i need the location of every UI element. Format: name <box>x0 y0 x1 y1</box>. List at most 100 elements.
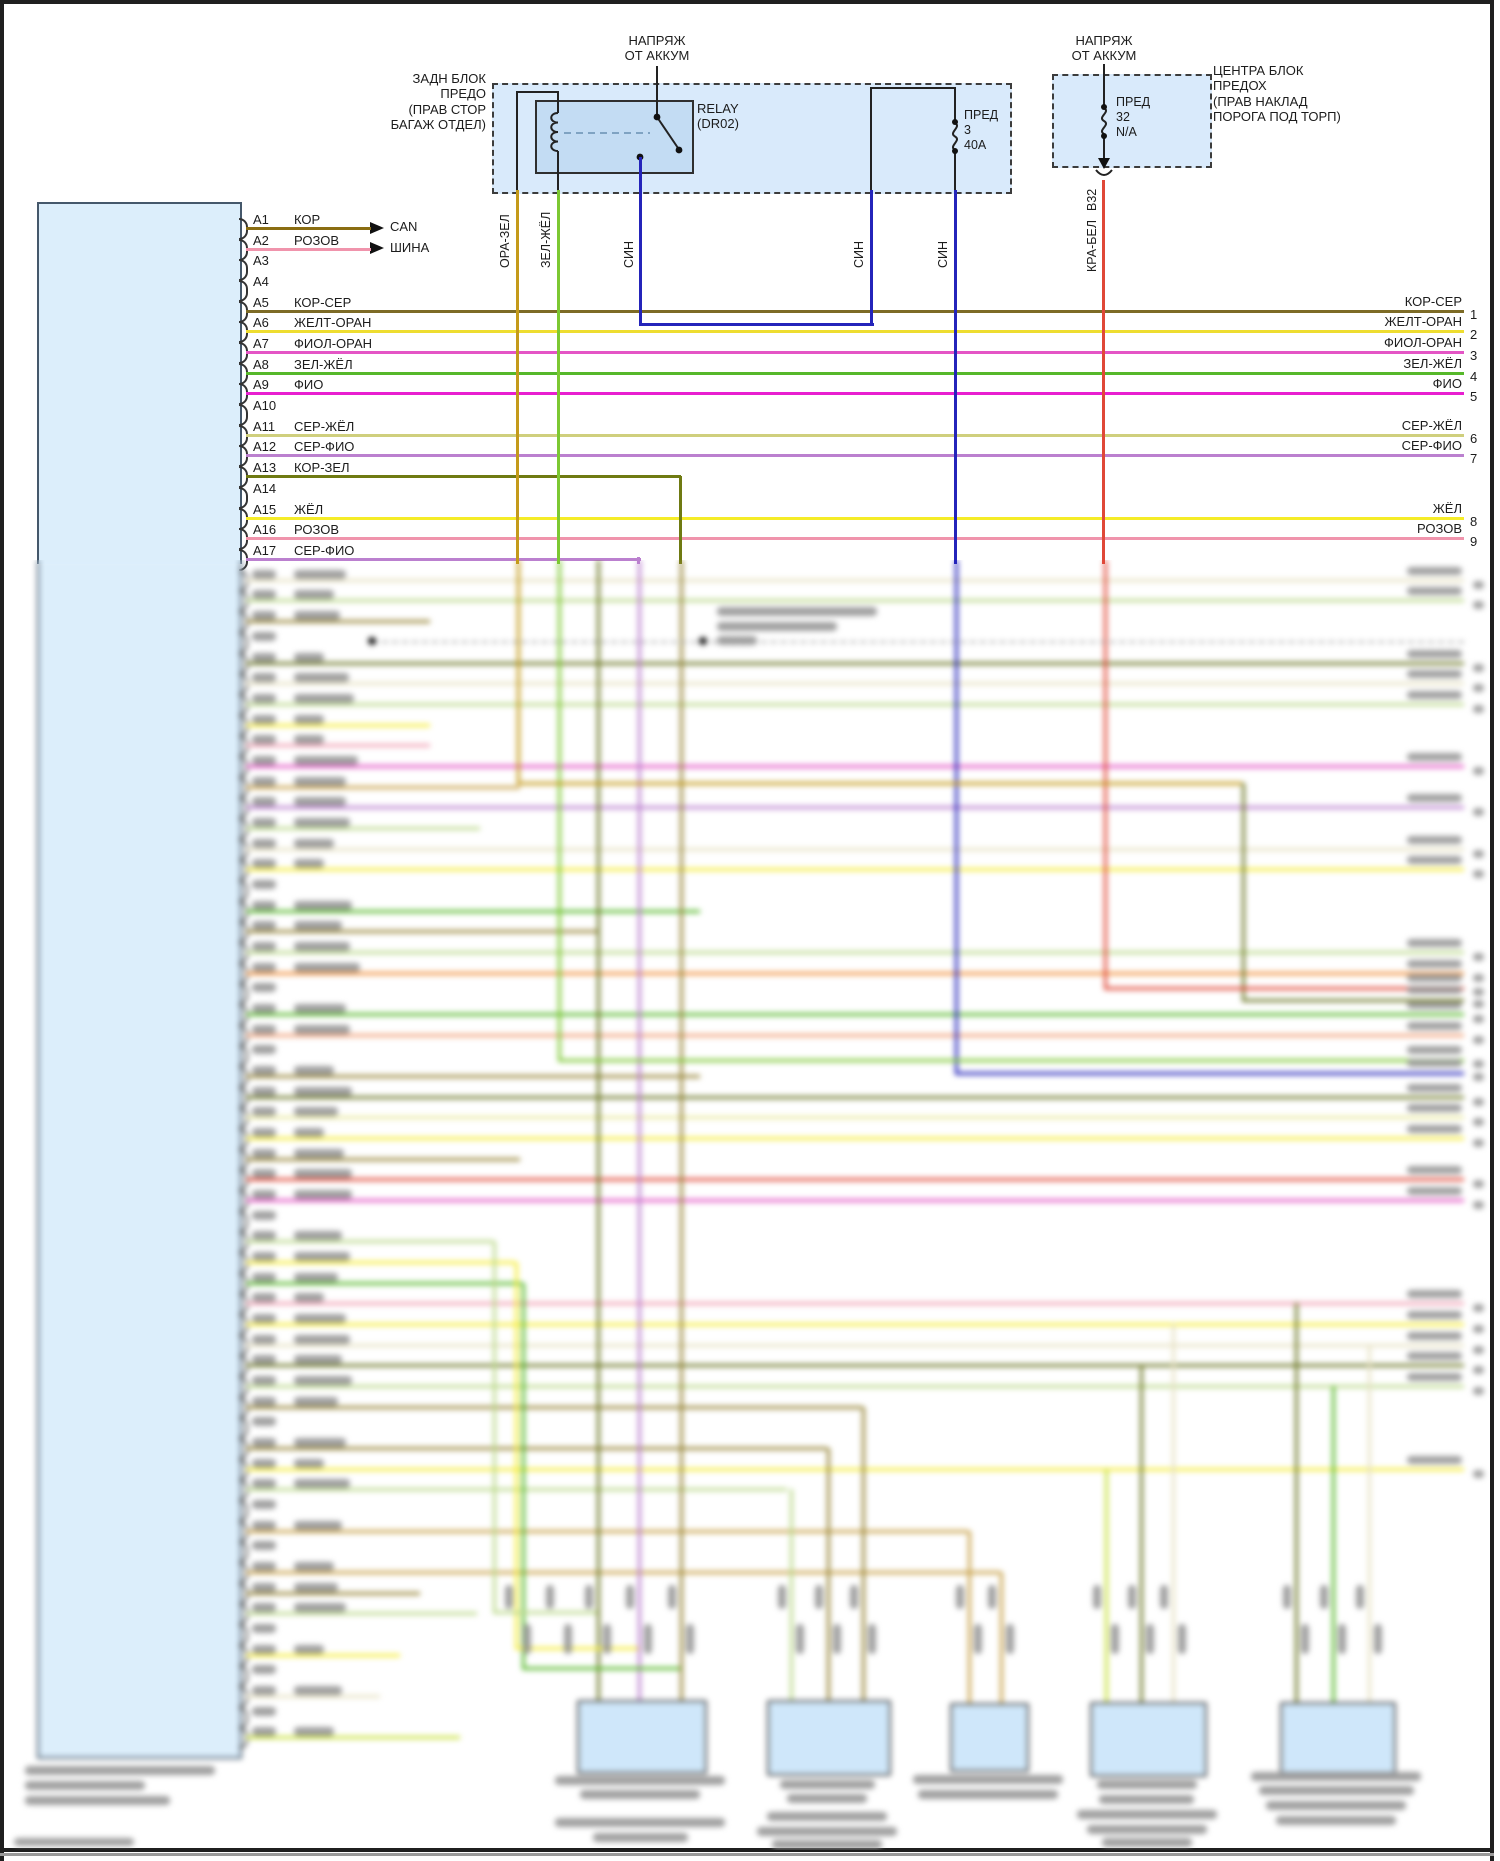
pin-bracket <box>239 880 248 902</box>
blurred-text-blob <box>252 921 276 930</box>
right-wire-number: 8 <box>1470 513 1478 529</box>
blur-wire <box>246 599 1464 602</box>
feed-wire <box>954 190 957 564</box>
blurred-text-blob <box>686 1624 694 1654</box>
blurred-text-blob <box>1473 1346 1484 1354</box>
blur-wire <box>246 1013 1464 1016</box>
blurred-text-blob <box>603 1624 611 1654</box>
pin-bracket <box>239 1417 248 1439</box>
component-box-4 <box>1090 1702 1207 1777</box>
blurred-text-blob <box>1101 1838 1192 1847</box>
blur-hwire <box>517 782 1242 785</box>
blurred-text-blob <box>1283 1585 1291 1609</box>
blurred-text-blob <box>779 1780 875 1789</box>
blur-wire <box>246 910 700 913</box>
blur-vwire <box>827 1448 830 1700</box>
blurred-text-blob <box>294 1479 350 1488</box>
blur-vwire <box>1140 1365 1143 1702</box>
blurred-text-blob <box>1473 1098 1484 1106</box>
fuse32-icon <box>1101 107 1107 135</box>
pin-id-A7: A7 <box>253 336 269 352</box>
fuse3-dot-bottom <box>952 148 958 154</box>
blurred-text-blob <box>1473 1201 1484 1209</box>
pin-color-label: РОЗОВ <box>294 522 339 538</box>
pin-wire-A2 <box>246 247 371 251</box>
blurred-text-blob <box>1407 1456 1462 1464</box>
blur-wire <box>246 1178 1464 1181</box>
blurred-text-blob <box>294 715 324 724</box>
blurred-text-blob <box>252 673 276 682</box>
blurred-text-blob <box>1266 1801 1406 1810</box>
blurred-text-blob <box>1407 836 1462 844</box>
feed-wire <box>639 323 874 326</box>
blurred-text-blob <box>25 1766 215 1775</box>
blurred-text-blob <box>717 636 757 645</box>
blurred-text-blob <box>252 1190 276 1199</box>
pin-bracket <box>239 1665 248 1687</box>
blur-wire <box>246 1736 460 1739</box>
blurred-text-blob <box>294 818 350 827</box>
right-wire-number: 9 <box>1470 534 1478 550</box>
relay-coil-feed-wire <box>516 91 559 190</box>
blurred-text-blob <box>294 1438 346 1447</box>
blurred-text-blob <box>1407 856 1462 864</box>
blurred-text-blob <box>252 839 276 848</box>
blurred-text-blob <box>767 1812 887 1821</box>
blurred-text-blob <box>294 797 346 806</box>
blur-wire <box>246 827 480 830</box>
right-wire-label: СЕР-ЖЁЛ <box>1401 417 1462 433</box>
pin-color-label: ЖЁЛ <box>294 501 324 517</box>
blurred-text-blob <box>1407 1022 1462 1030</box>
blurred-text-blob <box>815 1585 823 1609</box>
blur-wire <box>246 1468 1464 1471</box>
pin-id-A6: A6 <box>253 315 269 331</box>
blurred-text-blob <box>252 1169 276 1178</box>
frame-bottom-shadow <box>0 1853 1494 1856</box>
center-label-4: ПОРОГА ПОД ТОРП) <box>1213 108 1341 124</box>
supply-right-line1: НАПРЯЖ <box>1075 33 1133 48</box>
right-wire-label: ЖЕЛТ-ОРАН <box>1384 314 1462 330</box>
pin-id-A10: A10 <box>253 398 277 414</box>
rear-label-1: ЗАДН БЛОК <box>412 71 486 86</box>
blur-vwire <box>680 560 683 1700</box>
center-fuse-block <box>1052 74 1212 168</box>
blurred-text-blob <box>1338 1624 1346 1654</box>
blurred-text-blob <box>252 694 276 703</box>
right-wire-number: 7 <box>1470 451 1478 467</box>
blur-vwire <box>1332 1386 1335 1702</box>
blurred-text-blob <box>868 1624 876 1654</box>
component-box-2 <box>767 1700 891 1776</box>
fuse3-amp: 40А <box>964 137 987 152</box>
blur-wire <box>246 1344 1464 1347</box>
blurred-text-blob <box>1128 1585 1136 1609</box>
blurred-text-blob <box>717 622 837 631</box>
pin-color-label: ФИОЛ-ОРАН <box>294 336 373 352</box>
blurred-text-blob <box>294 590 334 599</box>
relay-contact-dot-bottom <box>675 146 683 154</box>
blur-hwire <box>558 1059 1464 1062</box>
blurred-text-blob <box>1301 1624 1309 1654</box>
blurred-text-blob <box>252 859 276 868</box>
blurred-text-blob <box>252 797 276 806</box>
blur-wire <box>246 1199 1464 1202</box>
blurred-text-blob <box>252 1128 276 1137</box>
blurred-text-blob <box>1146 1624 1154 1654</box>
blurred-text-blob <box>252 983 276 992</box>
blur-vwire <box>955 560 958 1073</box>
supply-left-line2: ОТ АККУМ <box>624 48 690 64</box>
blurred-text-blob <box>555 1818 725 1827</box>
blurred-text-blob <box>668 1585 676 1609</box>
blurred-text-blob <box>1407 960 1462 968</box>
fuse32-dot-bottom <box>1101 133 1107 139</box>
blurred-text-blob <box>833 1624 841 1654</box>
blurred-text-blob <box>1473 1180 1484 1188</box>
blurred-text-blob <box>956 1585 964 1609</box>
pin-bracket <box>239 632 248 654</box>
blurred-text-blob <box>252 901 276 910</box>
blurred-text-blob <box>1407 1290 1462 1298</box>
blurred-text-blob <box>1473 988 1484 996</box>
blurred-text-blob <box>1473 1387 1484 1395</box>
pin-wire-A16 <box>246 537 1464 541</box>
blurred-text-blob <box>294 694 354 703</box>
